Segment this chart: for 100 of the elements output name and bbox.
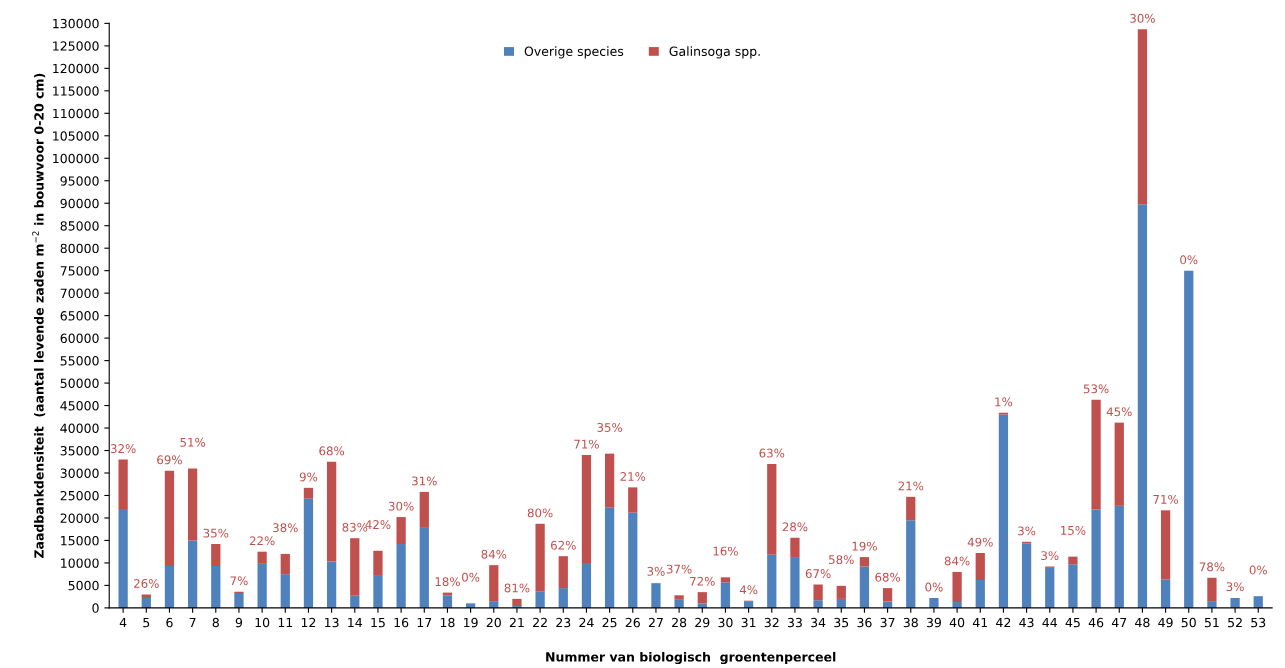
x-tick-label: 39: [926, 617, 941, 628]
x-tick-label: 16: [394, 617, 409, 628]
x-tick-label: 47: [1111, 617, 1127, 628]
y-tick-label: 100000: [53, 153, 99, 164]
y-tick-label: 50000: [60, 378, 99, 388]
x-tick-label: 15: [371, 617, 385, 628]
x-tick-label: 28: [672, 617, 687, 628]
annotation: 21%: [620, 472, 646, 481]
x-tick-label: 23: [556, 617, 571, 628]
y-tick-label: 95000: [60, 176, 99, 186]
annotation: 30%: [1130, 13, 1155, 23]
x-tick-label: 30: [718, 617, 733, 628]
x-tick-label: 37: [880, 617, 895, 628]
x-tick-label: 7: [189, 617, 196, 628]
x-tick-label: 20: [486, 617, 501, 628]
annotation: 3%: [1226, 582, 1244, 592]
x-tick-label: 14: [348, 617, 363, 628]
x-tick-label: 42: [996, 617, 1011, 628]
y-tick-label: 125000: [53, 41, 99, 51]
annotation: 7%: [230, 576, 248, 586]
annotation: 21%: [898, 481, 924, 491]
y-axis-title: Zaadbankdensiteit (aantal levende zaden m$^{−2}$ in bouwvoor 0-20 cm): [32, 73, 46, 559]
annotation: 37%: [666, 564, 692, 574]
annotation: 9%: [299, 472, 318, 482]
annotation: 81%: [504, 583, 530, 593]
annotation: 62%: [550, 540, 576, 550]
y-tick-label: 35000: [60, 445, 99, 456]
annotation: 84%: [481, 549, 507, 559]
x-tick-label: 18: [440, 617, 455, 628]
y-tick-label: 40000: [60, 423, 99, 433]
annotation: 4%: [739, 585, 758, 595]
annotation: 0%: [1249, 565, 1267, 575]
y-tick-label: 0: [92, 603, 99, 613]
annotation: 80%: [527, 508, 553, 518]
annotation: 45%: [1106, 407, 1132, 417]
annotation: 30%: [388, 501, 414, 511]
x-tick-label: 44: [1042, 617, 1058, 628]
annotation: 18%: [435, 577, 460, 587]
annotation: 35%: [203, 528, 229, 538]
y-tick-label: 60000: [60, 333, 99, 344]
x-tick-label: 38: [903, 617, 918, 628]
annotation: 58%: [829, 555, 854, 565]
x-tick-label: 41: [972, 617, 988, 628]
y-tick-label: 80000: [60, 243, 99, 254]
x-tick-label: 9: [235, 617, 243, 628]
y-tick-label: 20000: [60, 513, 99, 523]
annotation: 19%: [852, 541, 877, 551]
x-tick-label: 26: [625, 617, 640, 628]
annotation: 78%: [1199, 562, 1225, 572]
x-tick-label: 11: [278, 617, 293, 628]
annotation: 22%: [249, 536, 275, 546]
annotation: 0%: [1180, 255, 1198, 265]
annotation: 1%: [995, 397, 1013, 407]
x-tick-label: 35: [834, 617, 849, 628]
y-tick-label: 85000: [60, 221, 99, 231]
y-tick-label: 70000: [60, 288, 99, 299]
x-tick-label: 17: [417, 617, 432, 628]
legend-label: Galinsoga spp.: [669, 46, 760, 59]
annotation: 68%: [319, 446, 345, 456]
x-tick-label: 36: [857, 617, 872, 628]
annotation: 3%: [647, 566, 665, 576]
x-tick-label: 34: [811, 617, 826, 628]
x-tick-label: 8: [212, 617, 219, 628]
annotation: 0%: [925, 582, 943, 592]
annotation: 71%: [1153, 494, 1179, 504]
x-tick-label: 13: [325, 617, 339, 628]
x-tick-label: 49: [1158, 617, 1173, 628]
annotation: 53%: [1083, 384, 1109, 394]
annotation: 51%: [180, 437, 206, 447]
annotation: 68%: [875, 572, 901, 582]
annotation: 31%: [412, 476, 437, 486]
y-tick-label: 110000: [53, 108, 99, 119]
x-axis-title: Nummer van biologisch groentenperceel: [546, 651, 836, 665]
x-tick-label: 48: [1135, 617, 1150, 628]
annotation: 71%: [574, 439, 599, 449]
annotation: 0%: [462, 572, 480, 582]
y-tick-label: 55000: [60, 356, 99, 366]
x-tick-label: 52: [1228, 617, 1242, 628]
y-tick-label: 75000: [60, 266, 99, 276]
annotation: 3%: [1041, 551, 1059, 561]
y-tick-label: 130000: [53, 18, 99, 29]
annotation: 35%: [597, 423, 623, 432]
x-tick-label: 31: [741, 617, 756, 628]
y-tick-label: 90000: [60, 198, 99, 209]
legend-label: Overige species: [524, 46, 624, 59]
x-tick-label: 51: [1204, 617, 1219, 628]
x-tick-label: 25: [602, 617, 617, 628]
y-tick-label: 5000: [68, 580, 99, 591]
annotation: 84%: [944, 556, 970, 566]
y-tick-label: 45000: [60, 401, 99, 411]
x-tick-label: 5: [143, 617, 150, 628]
x-tick-label: 29: [695, 617, 710, 628]
y-tick-label: 25000: [60, 490, 99, 501]
x-tick-label: 32: [764, 617, 779, 628]
y-tick-label: 15000: [61, 535, 99, 546]
annotation: 3%: [1018, 526, 1036, 536]
annotation: 26%: [134, 579, 159, 588]
y-tick-label: 120000: [53, 63, 99, 74]
x-tick-label: 40: [949, 617, 965, 628]
x-tick-label: 45: [1065, 617, 1080, 628]
